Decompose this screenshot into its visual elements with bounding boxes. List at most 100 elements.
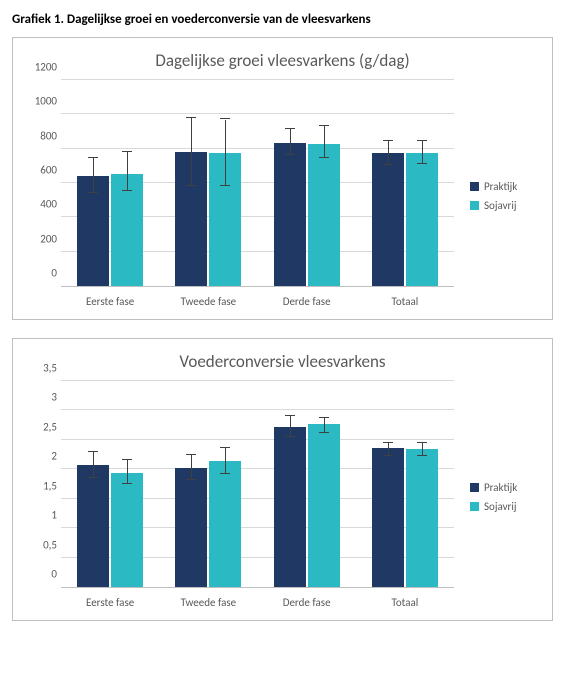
error-cap bbox=[383, 164, 393, 165]
chart-body-2: 00,511,522,533,5 Eerste faseTweede faseD… bbox=[23, 382, 542, 612]
bar-praktijk bbox=[175, 468, 207, 587]
error-bar bbox=[388, 443, 389, 457]
error-bar bbox=[290, 129, 291, 155]
bar-praktijk bbox=[372, 448, 404, 587]
bar-sojavrij bbox=[406, 449, 438, 587]
y-tick-label: 1,5 bbox=[23, 479, 57, 492]
bar-praktijk bbox=[372, 153, 404, 286]
x-tick-label: Tweede fase bbox=[159, 592, 257, 612]
gridline bbox=[61, 79, 454, 80]
error-cap bbox=[319, 157, 329, 158]
error-cap bbox=[88, 451, 98, 452]
y-tick-label: 2,5 bbox=[23, 420, 57, 433]
y-tick-label: 800 bbox=[23, 129, 57, 142]
bar-praktijk bbox=[274, 427, 306, 587]
error-cap bbox=[417, 442, 427, 443]
error-cap bbox=[220, 185, 230, 186]
error-cap bbox=[383, 442, 393, 443]
bar-sojavrij bbox=[308, 424, 340, 587]
y-tick-label: 0,5 bbox=[23, 538, 57, 551]
error-cap bbox=[88, 477, 98, 478]
x-tick-label: Derde fase bbox=[258, 291, 356, 311]
y-tick-label: 1000 bbox=[23, 95, 57, 108]
category-group bbox=[356, 81, 454, 286]
plot-area-1: 020040060080010001200 Eerste faseTweede … bbox=[23, 81, 462, 311]
bars-layer bbox=[61, 81, 454, 286]
error-bar bbox=[93, 452, 94, 478]
error-bar bbox=[388, 141, 389, 165]
legend-swatch bbox=[470, 182, 479, 191]
error-bar bbox=[225, 120, 226, 187]
error-cap bbox=[186, 185, 196, 186]
error-cap bbox=[220, 447, 230, 448]
error-cap bbox=[417, 140, 427, 141]
y-tick-label: 0 bbox=[23, 568, 57, 581]
gridline bbox=[61, 380, 454, 381]
chart-title-2: Voederconversie vleesvarkens bbox=[23, 351, 542, 372]
bar-sojavrij bbox=[406, 153, 438, 286]
category-group bbox=[258, 382, 356, 587]
legend-label: Sojavrij bbox=[484, 199, 517, 212]
bar-praktijk bbox=[274, 143, 306, 286]
error-cap bbox=[186, 479, 196, 480]
legend-item-praktijk: Praktijk bbox=[470, 180, 542, 193]
error-bar bbox=[422, 141, 423, 164]
bar-sojavrij bbox=[111, 473, 143, 587]
bar-sojavrij bbox=[209, 461, 241, 587]
error-cap bbox=[186, 454, 196, 455]
error-cap bbox=[122, 483, 132, 484]
x-tick-label: Tweede fase bbox=[159, 291, 257, 311]
legend-item-sojavrij: Sojavrij bbox=[470, 500, 542, 513]
bars-layer bbox=[61, 382, 454, 587]
category-group bbox=[159, 81, 257, 286]
page-title: Grafiek 1. Dagelijkse groei en voedercon… bbox=[12, 12, 553, 27]
error-cap bbox=[383, 140, 393, 141]
error-cap bbox=[319, 432, 329, 433]
error-cap bbox=[186, 117, 196, 118]
legend-2: Praktijk Sojavrij bbox=[462, 382, 542, 612]
x-tick-label: Eerste fase bbox=[61, 291, 159, 311]
category-group bbox=[356, 382, 454, 587]
legend-item-sojavrij: Sojavrij bbox=[470, 199, 542, 212]
x-tick-label: Derde fase bbox=[258, 592, 356, 612]
error-cap bbox=[383, 455, 393, 456]
error-bar bbox=[127, 152, 128, 191]
chart-title-1: Dagelijkse groei vleesvarkens (g/dag) bbox=[23, 50, 542, 71]
error-bar bbox=[324, 126, 325, 158]
category-group bbox=[159, 382, 257, 587]
y-tick-label: 0 bbox=[23, 267, 57, 280]
y-tick-label: 200 bbox=[23, 232, 57, 245]
legend-item-praktijk: Praktijk bbox=[470, 481, 542, 494]
x-tick-label: Totaal bbox=[356, 291, 454, 311]
chart-panel-growth: Dagelijkse groei vleesvarkens (g/dag) 02… bbox=[12, 37, 553, 320]
category-group bbox=[61, 81, 159, 286]
error-bar bbox=[290, 416, 291, 437]
error-cap bbox=[88, 192, 98, 193]
grid-container-2: 00,511,522,533,5 bbox=[61, 382, 454, 588]
error-bar bbox=[324, 418, 325, 433]
legend-swatch bbox=[470, 502, 479, 511]
y-tick-label: 1 bbox=[23, 509, 57, 522]
plot-area-2: 00,511,522,533,5 Eerste faseTweede faseD… bbox=[23, 382, 462, 612]
error-cap bbox=[319, 125, 329, 126]
grid-container-1: 020040060080010001200 bbox=[61, 81, 454, 287]
error-cap bbox=[122, 190, 132, 191]
error-cap bbox=[88, 157, 98, 158]
y-tick-label: 2 bbox=[23, 450, 57, 463]
error-cap bbox=[319, 417, 329, 418]
chart-panel-conversion: Voederconversie vleesvarkens 00,511,522,… bbox=[12, 338, 553, 621]
category-group bbox=[61, 382, 159, 587]
error-cap bbox=[220, 473, 230, 474]
legend-swatch bbox=[470, 483, 479, 492]
error-bar bbox=[127, 460, 128, 484]
y-tick-label: 600 bbox=[23, 164, 57, 177]
error-cap bbox=[417, 163, 427, 164]
error-cap bbox=[285, 154, 295, 155]
legend-label: Praktijk bbox=[484, 180, 517, 193]
x-tick-label: Eerste fase bbox=[61, 592, 159, 612]
y-tick-label: 3,5 bbox=[23, 362, 57, 375]
error-cap bbox=[285, 436, 295, 437]
x-labels-1: Eerste faseTweede faseDerde faseTotaal bbox=[61, 291, 454, 311]
error-cap bbox=[285, 415, 295, 416]
error-bar bbox=[225, 448, 226, 474]
